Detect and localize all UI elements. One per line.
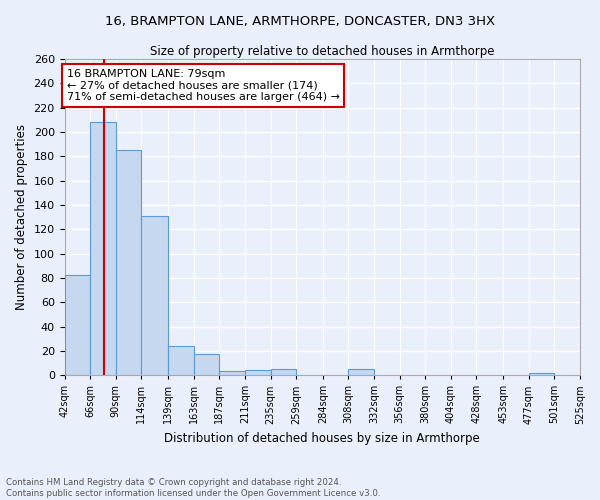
Bar: [529, 372, 554, 375]
Y-axis label: Number of detached properties: Number of detached properties: [15, 124, 28, 310]
Text: 16, BRAMPTON LANE, ARMTHORPE, DONCASTER, DN3 3HX: 16, BRAMPTON LANE, ARMTHORPE, DONCASTER,…: [105, 15, 495, 28]
Bar: [194, 354, 219, 375]
Bar: [65, 276, 90, 375]
Bar: [245, 370, 271, 375]
Text: 16 BRAMPTON LANE: 79sqm
← 27% of detached houses are smaller (174)
71% of semi-d: 16 BRAMPTON LANE: 79sqm ← 27% of detache…: [67, 69, 340, 102]
Bar: [168, 346, 194, 375]
Bar: [116, 150, 142, 375]
Bar: [271, 369, 296, 375]
Bar: [142, 216, 168, 375]
Bar: [219, 372, 245, 375]
Bar: [349, 369, 374, 375]
Text: Contains HM Land Registry data © Crown copyright and database right 2024.
Contai: Contains HM Land Registry data © Crown c…: [6, 478, 380, 498]
X-axis label: Distribution of detached houses by size in Armthorpe: Distribution of detached houses by size …: [164, 432, 480, 445]
Bar: [90, 122, 116, 375]
Title: Size of property relative to detached houses in Armthorpe: Size of property relative to detached ho…: [150, 45, 494, 58]
